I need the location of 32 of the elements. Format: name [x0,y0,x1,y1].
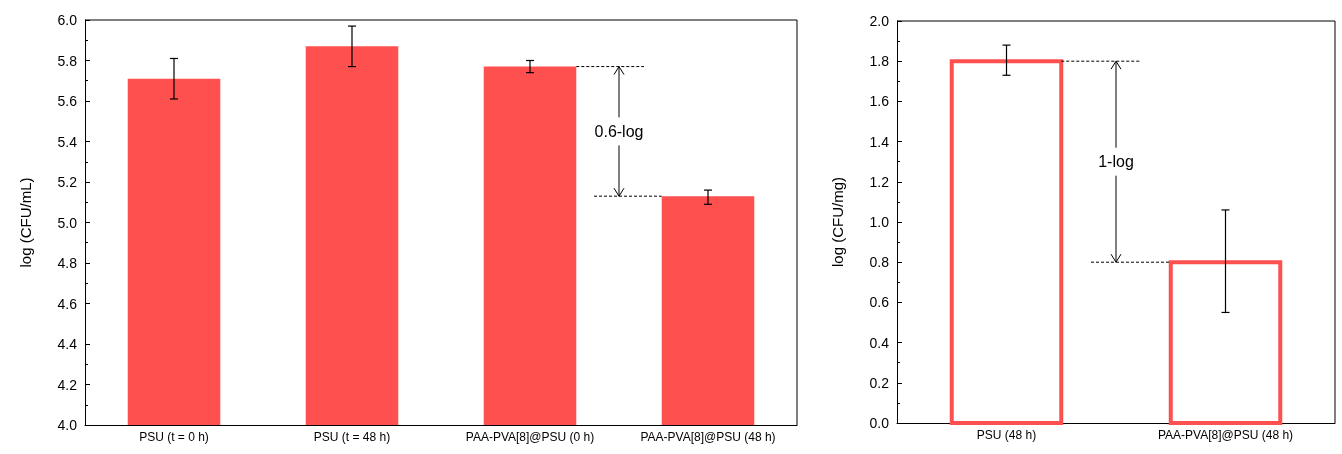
y-tick-label: 1.2 [869,173,890,190]
y-tick-label: 0.0 [869,415,890,431]
y-tick-label: 1.4 [869,133,890,150]
x-tick-label: PAA-PVA[8]@PSU (48 h) [1157,428,1294,442]
y-axis-title: log (CFU/mg) [829,176,846,268]
y-tick-label: 4.8 [57,255,78,271]
annotation: 0.6-log [594,122,644,140]
y-tick-label: 0.2 [869,374,890,391]
y-tick-label: 1.8 [869,53,890,70]
y-tick-label: 5.0 [57,214,78,231]
y-tick-label: 0.6 [869,294,890,311]
y-tick-label: 6.0 [57,12,78,28]
y-tick-label: 5.4 [57,133,78,150]
x-tick-label: PSU (t = 48 h) [313,430,391,444]
y-tick-label: 4.4 [57,336,78,352]
x-tick-label: PSU (48 h) [976,428,1037,442]
y-tick-label: 4.6 [57,295,78,312]
y-tick-label: 5.2 [57,174,78,190]
y-tick-label: 2.0 [869,13,890,29]
y-tick-label: 1.0 [869,214,890,230]
y-tick-label: 5.6 [57,93,78,109]
x-tick-label: PSU (t = 0 h) [139,430,209,444]
y-tick-label: 0.8 [869,254,890,271]
y-tick-label: 1.6 [869,93,890,110]
y-tick-label: 0.4 [869,334,890,351]
y-axis-title: log (CFU/mL) [17,177,34,268]
y-tick-label: 4.0 [57,417,78,433]
x-tick-label: PAA-PVA[8]@PSU (48 h) [640,430,776,444]
x-tick-label: PAA-PVA[8]@PSU (0 h) [465,430,595,444]
annotation: 1-log [1098,153,1134,171]
y-tick-label: 5.8 [57,52,78,69]
y-tick-label: 4.2 [57,376,78,393]
